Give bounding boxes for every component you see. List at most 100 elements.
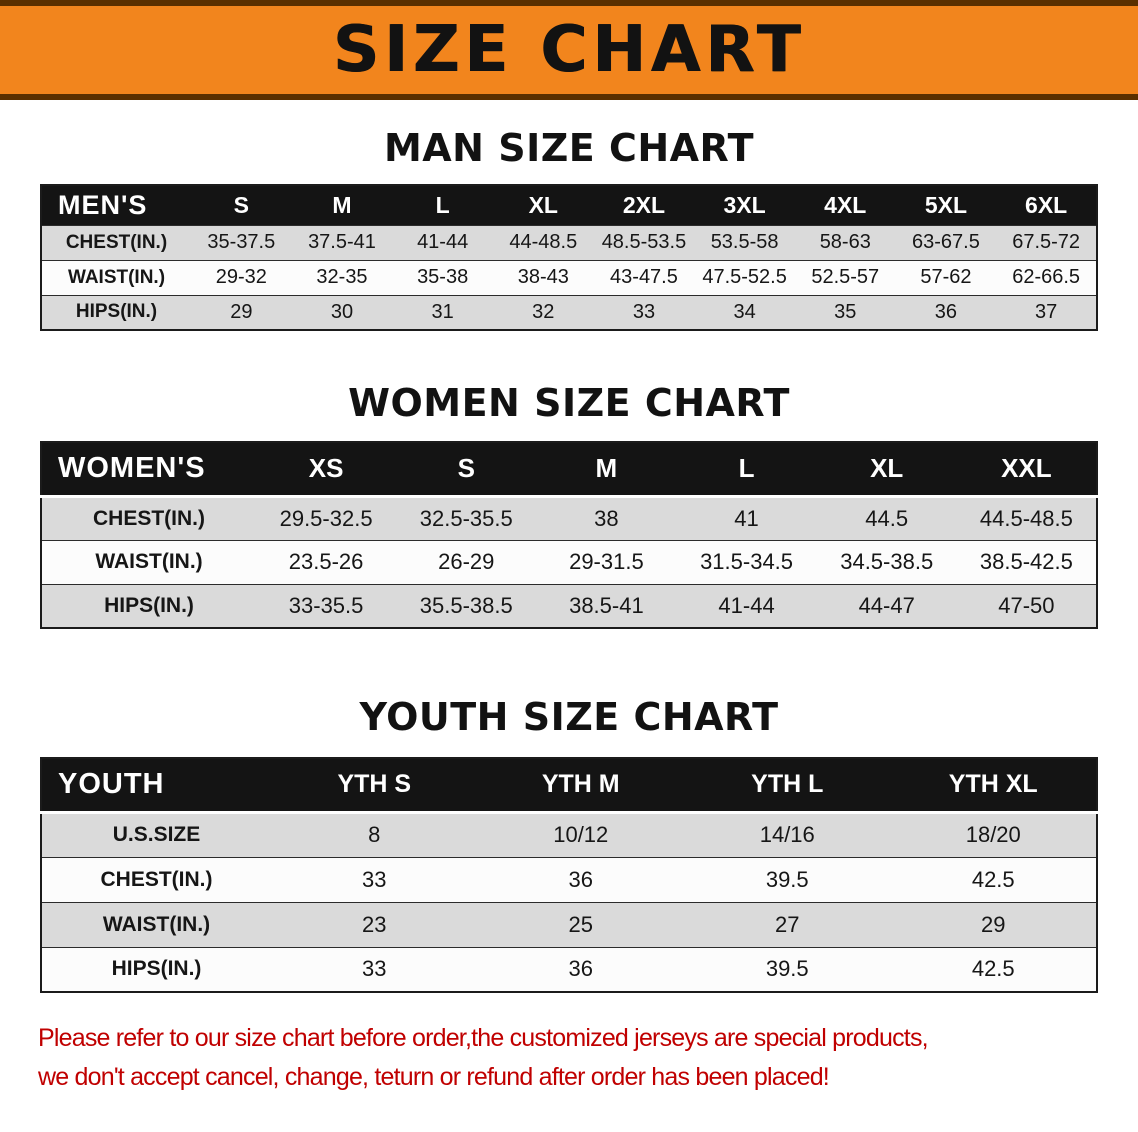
measurement-value: 44-47: [858, 592, 915, 618]
size-header-row: YOUTH YTH S YTH M YTH L YTH XL: [41, 758, 1097, 814]
size-column-header: XS: [256, 442, 397, 498]
measurement-value: 25: [568, 911, 593, 937]
women-size-table: WOMEN'S XS S M L XL XXL CHEST(IN.) 29.5-32.5 32.5…: [40, 441, 1098, 629]
size-column-header: S: [191, 185, 292, 225]
row-label: CHEST(IN.): [93, 506, 205, 530]
size-column-header: 2XL: [593, 185, 695, 225]
measurement-value: 62-66.5: [1012, 266, 1081, 288]
measurement-value: 10/12: [553, 822, 609, 847]
measurement-row: CHEST(IN.) 35-37.5 37.5-41 41-44 44-48.5 48.5…: [41, 225, 1097, 260]
measurement-value: 26-29: [438, 549, 495, 574]
men-size-section: MAN SIZE CHART MEN'S S M L XL 2XL 3XL 4XL 5XL 6XL…: [0, 126, 1138, 331]
measurement-value: 38.5-42.5: [979, 549, 1073, 574]
measurement-value: 35.5-38.5: [419, 592, 513, 618]
measurement-value: 29-31.5: [569, 549, 644, 574]
measurement-value: 36: [568, 956, 593, 982]
row-label: HIPS(IN.): [104, 593, 194, 617]
measurement-value: 42.5: [971, 956, 1015, 982]
measurement-value: 32-35: [316, 266, 368, 288]
measurement-value: 36: [568, 866, 593, 892]
measurement-row: HIPS(IN.) 29 30 31 32 33 34 35 36 37: [41, 295, 1097, 330]
men-section-heading: MAN SIZE CHART: [383, 126, 755, 170]
measurement-value: 33-35.5: [288, 592, 364, 618]
measurement-value: 52.5-57: [811, 266, 880, 288]
banner: SIZE CHART: [0, 0, 1138, 100]
measurement-value: 44.5: [865, 505, 909, 531]
measurement-value: 63-67.5: [912, 231, 980, 253]
size-column-header: M: [291, 185, 393, 225]
measurement-value: 37.5-41: [308, 231, 376, 253]
measurement-value: 39.5: [765, 956, 809, 982]
size-column-header: YTH XL: [890, 758, 1097, 814]
row-label: CHEST(IN.): [100, 867, 213, 891]
row-label: CHEST(IN.): [65, 231, 168, 253]
measurement-value: 41-44: [718, 592, 775, 618]
measurement-row: WAIST(IN.) 23.5-26 26-29 29-31.5 31.5-34.5 34…: [41, 540, 1097, 584]
youth-section-heading: YOUTH SIZE CHART: [359, 695, 779, 739]
measurement-value: 35-37.5: [207, 231, 276, 253]
row-label: WAIST(IN.): [95, 550, 203, 573]
size-column-header: XXL: [956, 442, 1097, 498]
measurement-row: WAIST(IN.) 23 25 27 29: [41, 902, 1097, 947]
row-label: U.S.SIZE: [112, 823, 201, 846]
measurement-value: 39.5: [765, 866, 809, 892]
measurement-value: 8: [368, 822, 381, 847]
women-section-heading: WOMEN SIZE CHART: [348, 381, 790, 425]
measurement-value: 27: [775, 911, 800, 937]
measurement-value: 41-44: [417, 231, 469, 253]
measurement-value: 58-63: [819, 231, 871, 253]
measurement-value: 35-38: [417, 266, 469, 288]
measurement-value: 18/20: [965, 822, 1021, 847]
table-title-cell: MEN'S: [41, 185, 191, 225]
measurement-value: 29.5-32.5: [279, 505, 373, 531]
measurement-value: 48.5-53.5: [601, 231, 687, 253]
measurement-value: 43-47.5: [610, 266, 678, 288]
measurement-value: 33: [632, 300, 656, 323]
size-column-header: YTH M: [477, 758, 684, 814]
row-label: WAIST(IN.): [67, 266, 166, 288]
measurement-row: U.S.SIZE 8 10/12 14/16 18/20: [41, 812, 1097, 857]
measurement-row: CHEST(IN.) 33 36 39.5 42.5: [41, 857, 1097, 902]
measurement-value: 44-48.5: [509, 231, 578, 253]
measurement-row: WAIST(IN.) 29-32 32-35 35-38 38-43 43-47.5 47.…: [41, 260, 1097, 295]
notice-line-2: we don't accept cancel, change, teturn o…: [38, 1063, 830, 1092]
measurement-value: 29: [230, 300, 253, 323]
size-column-header: S: [396, 442, 537, 498]
measurement-value: 37: [1035, 300, 1058, 323]
measurement-value: 34.5-38.5: [840, 549, 934, 574]
women-size-section: WOMEN SIZE CHART WOMEN'S XS S M L XL XXL CHEST(…: [0, 381, 1138, 629]
measurement-value: 38-43: [517, 266, 569, 288]
size-header-row: MEN'S S M L XL 2XL 3XL 4XL 5XL 6XL: [41, 185, 1097, 225]
row-label: HIPS(IN.): [111, 957, 202, 981]
row-label: HIPS(IN.): [75, 301, 158, 323]
measurement-value: 32.5-35.5: [419, 505, 513, 531]
size-column-header: 6XL: [996, 185, 1097, 225]
table-title-cell: WOMEN'S: [41, 442, 256, 498]
measurement-value: 33: [362, 956, 387, 982]
measurement-row: HIPS(IN.) 33-35.5 35.5-38.5 38.5-41 41-44 44-…: [41, 584, 1097, 628]
measurement-value: 23.5-26: [288, 549, 364, 574]
row-label: WAIST(IN.): [102, 912, 211, 936]
measurement-value: 38: [594, 505, 619, 531]
measurement-value: 42.5: [971, 866, 1015, 892]
size-chart-page: SIZE CHART MAN SIZE CHART MEN'S S M L XL 2XL 3…: [0, 0, 1138, 1094]
size-column-header: YTH L: [684, 758, 891, 814]
measurement-value: 67.5-72: [1012, 231, 1081, 253]
measurement-value: 35: [834, 300, 857, 323]
size-column-header: 4XL: [794, 185, 896, 225]
measurement-value: 29-32: [215, 266, 267, 288]
measurement-value: 44.5-48.5: [979, 505, 1073, 531]
size-column-header: 3XL: [694, 185, 795, 225]
table-title-cell: YOUTH: [41, 758, 271, 814]
order-notice: Please refer to our size chart before or…: [38, 1023, 1100, 1094]
size-column-header: XL: [816, 442, 957, 498]
measurement-row: CHEST(IN.) 29.5-32.5 32.5-35.5 38 41 44.5 44.5…: [41, 496, 1097, 540]
youth-size-table: YOUTH YTH S YTH M YTH L YTH XL U.S.SIZE 8 10/12…: [40, 757, 1098, 993]
measurement-value: 57-62: [920, 266, 972, 288]
measurement-value: 36: [934, 300, 958, 323]
measurement-value: 29: [981, 911, 1006, 937]
size-header-row: WOMEN'S XS S M L XL XXL: [41, 442, 1097, 498]
measurement-value: 30: [330, 300, 354, 323]
measurement-value: 23: [362, 911, 387, 937]
measurement-value: 34: [733, 300, 756, 323]
